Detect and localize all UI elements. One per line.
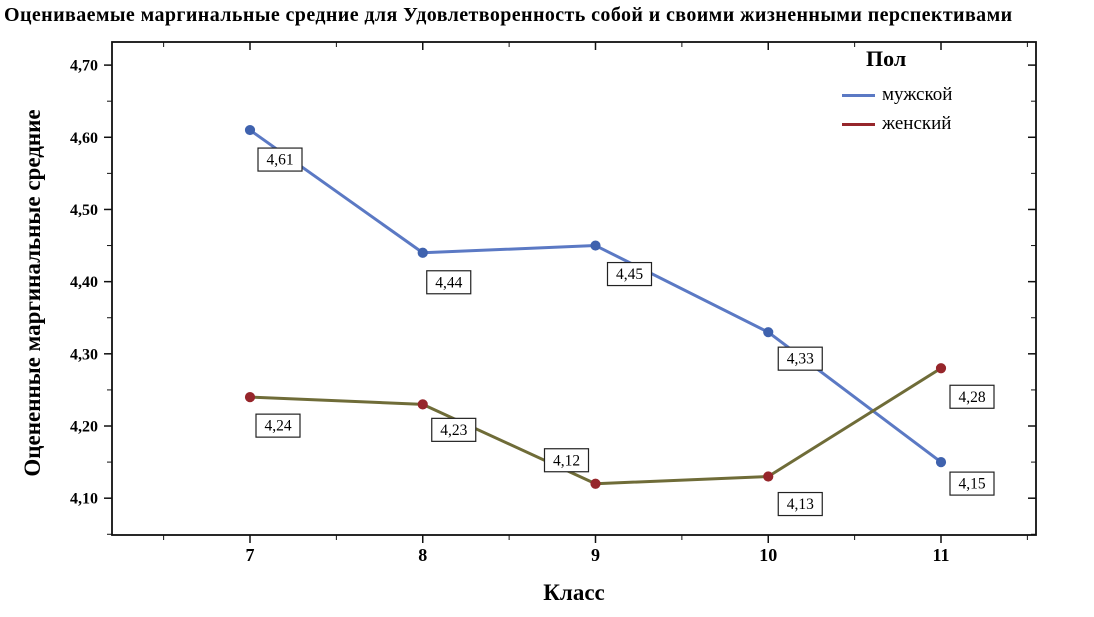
svg-text:4,40: 4,40 xyxy=(70,274,98,291)
female-line-swatch xyxy=(842,122,875,126)
svg-text:4,12: 4,12 xyxy=(553,452,580,469)
svg-text:11: 11 xyxy=(932,545,949,565)
svg-text:4,33: 4,33 xyxy=(787,351,814,368)
svg-text:4,13: 4,13 xyxy=(787,496,814,513)
legend-entry-female: женский xyxy=(842,113,1072,135)
legend-label-male: мужской xyxy=(882,84,953,105)
svg-text:4,28: 4,28 xyxy=(958,389,985,406)
svg-text:10: 10 xyxy=(759,545,777,565)
svg-text:4,61: 4,61 xyxy=(266,152,293,169)
svg-text:4,45: 4,45 xyxy=(616,266,643,283)
svg-text:9: 9 xyxy=(591,545,600,565)
legend-label-female: женский xyxy=(882,113,952,134)
svg-text:4,24: 4,24 xyxy=(264,418,291,435)
legend: Пол мужской женский xyxy=(842,46,1072,142)
svg-text:4,60: 4,60 xyxy=(70,130,98,147)
svg-text:4,50: 4,50 xyxy=(70,202,98,219)
legend-title: Пол xyxy=(866,46,907,71)
svg-text:4,23: 4,23 xyxy=(440,422,467,439)
svg-text:4,15: 4,15 xyxy=(958,476,985,493)
svg-text:8: 8 xyxy=(418,545,427,565)
legend-entry-male: мужской xyxy=(842,84,1072,106)
svg-text:4,10: 4,10 xyxy=(70,491,98,508)
x-axis-title: Класс xyxy=(543,580,605,605)
svg-text:7: 7 xyxy=(246,545,255,565)
svg-text:4,30: 4,30 xyxy=(70,346,98,363)
svg-text:4,20: 4,20 xyxy=(70,419,98,436)
svg-text:4,44: 4,44 xyxy=(435,274,462,291)
chart-title: Оцениваемые маргинальные средние для Удо… xyxy=(4,4,1013,26)
svg-text:4,70: 4,70 xyxy=(70,58,98,75)
male-line-swatch xyxy=(842,93,875,97)
